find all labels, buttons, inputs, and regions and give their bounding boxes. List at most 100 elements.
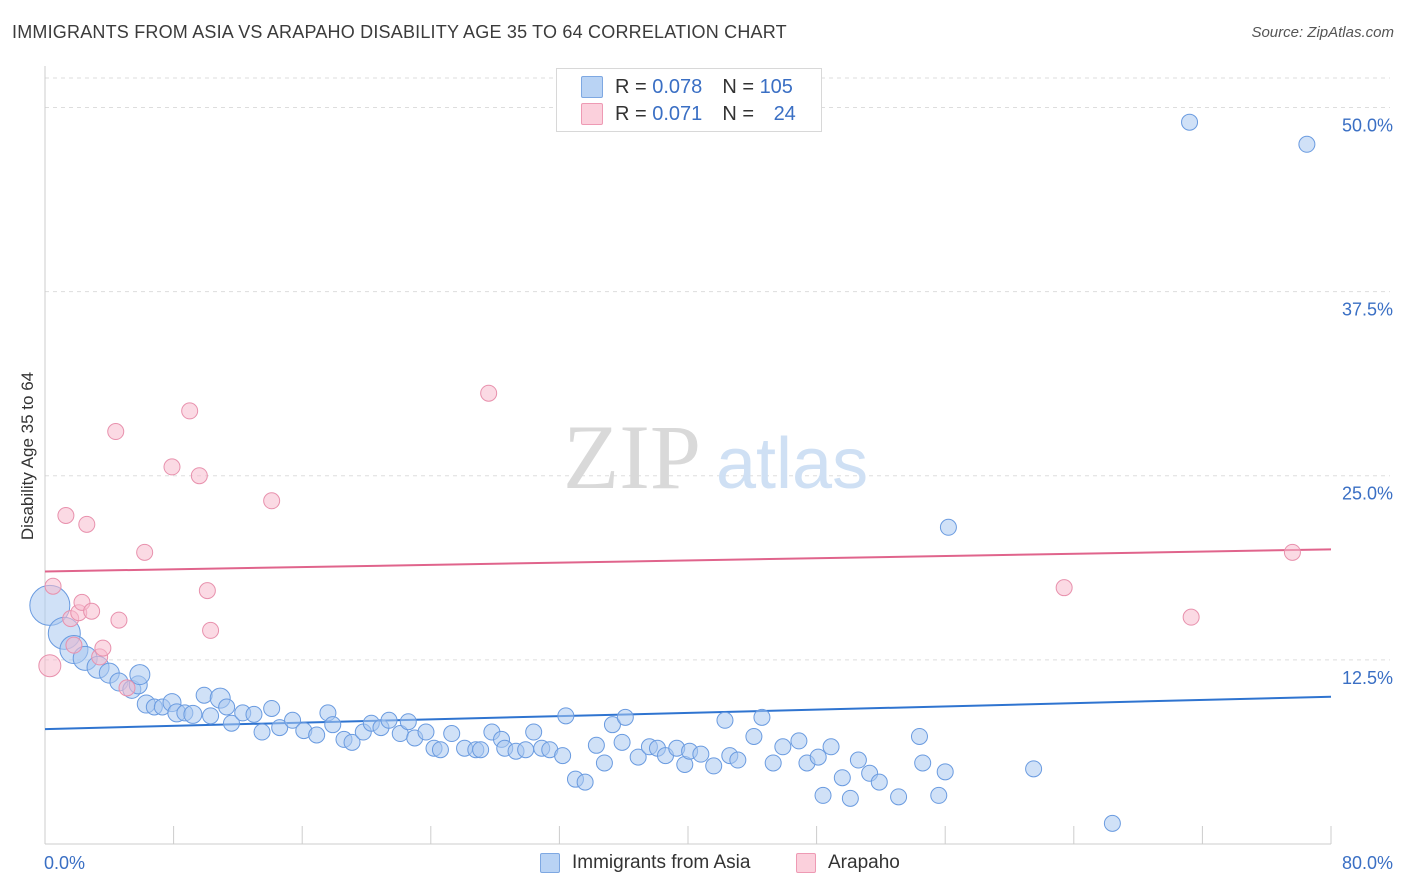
y-tick-label: 50.0%	[1342, 115, 1393, 135]
x-tick-label: 0.0%	[44, 853, 85, 873]
data-point-asia	[629, 748, 647, 766]
data-point-asia	[417, 723, 435, 741]
data-point-asia	[716, 711, 734, 729]
legend-swatch-blue	[581, 76, 603, 98]
trend-lines	[44, 548, 1332, 731]
data-point-asia	[753, 708, 771, 726]
data-point-arapaho	[1182, 608, 1200, 626]
data-point-asia	[910, 727, 928, 745]
watermark-zip: ZIP	[563, 406, 701, 508]
data-point-arapaho	[83, 602, 101, 620]
data-point-arapaho	[65, 636, 83, 654]
data-point-asia	[576, 773, 594, 791]
data-point-asia	[890, 788, 908, 806]
data-point-arapaho	[163, 458, 181, 476]
data-point-asia	[129, 664, 151, 686]
watermark: ZIP atlas	[563, 406, 868, 508]
data-point-asia	[399, 713, 417, 731]
legend-swatch-pink	[581, 103, 603, 125]
data-point-asia	[1298, 135, 1316, 153]
data-point-asia	[870, 773, 888, 791]
data-point-arapaho	[181, 402, 199, 420]
data-point-asia	[324, 716, 342, 734]
grid-lines	[45, 77, 1390, 661]
y-tick-label: 12.5%	[1342, 668, 1393, 688]
data-point-asia	[936, 763, 954, 781]
data-point-arapaho	[94, 639, 112, 657]
watermark-atlas: atlas	[716, 424, 868, 504]
data-point-asia	[930, 786, 948, 804]
legend-n-value: 105	[759, 75, 793, 98]
data-point-asia	[517, 741, 535, 759]
data-point-asia	[729, 751, 747, 769]
data-point-arapaho	[263, 492, 281, 510]
data-point-asia	[809, 748, 827, 766]
legend-r-value: 0.071	[652, 102, 703, 125]
x-tick-label: 80.0%	[1342, 853, 1393, 873]
y-tick-label: 37.5%	[1342, 300, 1393, 320]
data-point-asia	[1103, 814, 1121, 832]
legend-box: R = 0.078 N = 105 R = 0.071 N = 24	[556, 68, 822, 132]
data-point-asia	[554, 747, 572, 765]
data-point-asia	[849, 751, 867, 769]
data-point-asia	[525, 723, 543, 741]
data-point-arapaho	[110, 611, 128, 629]
legend-row-pink: R = 0.071 N = 24	[581, 102, 796, 126]
source-note: Source: ZipAtlas.com	[1251, 24, 1394, 41]
data-point-asia	[914, 754, 932, 772]
data-point-asia	[308, 726, 326, 744]
tick-labels: 12.5% 25.0% 37.5% 50.0% 0.0% 80.0%	[44, 115, 1393, 873]
data-point-asia	[343, 733, 361, 751]
data-point-asia	[1025, 760, 1043, 778]
legend-n-label: N =	[722, 102, 760, 125]
data-point-arapaho	[78, 515, 96, 533]
data-point-asia	[595, 754, 613, 772]
data-point-asia	[692, 745, 710, 763]
data-point-asia	[472, 741, 490, 759]
data-point-asia	[822, 738, 840, 756]
data-point-arapaho	[198, 582, 216, 600]
data-point-asia	[939, 518, 957, 536]
legend-label: Arapaho	[828, 852, 900, 873]
legend-item-arapaho[interactable]: Arapaho	[796, 852, 900, 874]
y-tick-label: 25.0%	[1342, 484, 1393, 504]
data-point-arapaho	[480, 384, 498, 402]
data-point-asia	[774, 738, 792, 756]
data-point-asia	[603, 716, 621, 734]
trend-line-arapaho	[44, 548, 1332, 573]
data-point-asia	[833, 769, 851, 787]
data-point-asia	[745, 727, 763, 745]
data-point-asia	[263, 699, 281, 717]
data-point-asia	[195, 686, 213, 704]
chart-title: IMMIGRANTS FROM ASIA VS ARAPAHO DISABILI…	[12, 22, 787, 42]
data-point-asia	[1181, 113, 1199, 131]
data-point-arapaho	[118, 679, 136, 697]
data-point-arapaho	[44, 577, 62, 595]
data-point-asia	[557, 707, 575, 725]
legend-n-label: N =	[722, 75, 760, 98]
data-point-asia	[222, 714, 240, 732]
legend-r-label: R =	[615, 75, 653, 98]
data-point-asia	[443, 725, 461, 743]
legend-n-value: 24	[773, 102, 796, 125]
data-point-asia	[705, 757, 723, 775]
bottom-legend: Immigrants from Asia Arapaho	[0, 852, 1406, 878]
data-points	[29, 113, 1316, 832]
legend-row-blue: R = 0.078 N = 105	[581, 75, 793, 99]
data-point-asia	[764, 754, 782, 772]
data-point-asia	[841, 789, 859, 807]
data-point-arapaho	[1055, 579, 1073, 597]
data-point-asia	[202, 707, 220, 725]
data-point-asia	[587, 736, 605, 754]
data-point-asia	[613, 733, 631, 751]
data-point-asia	[790, 732, 808, 750]
legend-item-immigrants-from-asia[interactable]: Immigrants from Asia	[540, 852, 750, 874]
legend-r-value: 0.078	[652, 75, 703, 98]
data-point-asia	[284, 711, 302, 729]
legend-swatch-blue	[540, 853, 560, 873]
legend-label: Immigrants from Asia	[572, 852, 751, 873]
data-point-asia	[245, 705, 263, 723]
data-point-asia	[380, 711, 398, 729]
data-point-asia	[253, 723, 271, 741]
y-axis-label: Disability Age 35 to 64	[18, 372, 37, 540]
